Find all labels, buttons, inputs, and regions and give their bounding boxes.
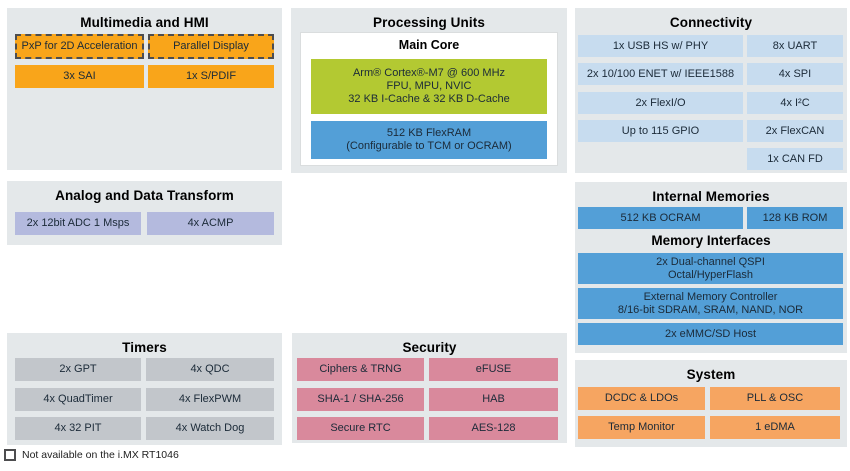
block-pll-osc: PLL & OSC [710,387,840,410]
flexram-line-1: 512 KB FlexRAM [387,127,471,140]
section-analog: Analog and Data Transform 2x 12bit ADC 1… [7,181,282,245]
section-title-system: System [575,360,847,382]
section-title-timers: Timers [7,333,282,355]
legend-text: Not available on the i.MX RT1046 [22,449,179,461]
block-cortex-m7: Arm® Cortex®-M7 @ 600 MHz FPU, MPU, NVIC… [311,59,547,114]
block-quadtimer: 4x QuadTimer [15,388,141,411]
core-line-2: FPU, MPU, NVIC [387,80,472,93]
section-title-processing: Processing Units [291,8,567,30]
section-title-multimedia: Multimedia and HMI [7,8,282,30]
block-aes: AES-128 [429,417,558,440]
block-watchdog: 4x Watch Dog [146,417,274,440]
block-ciphers-trng: Ciphers & TRNG [297,358,424,381]
block-flexpwm: 4x FlexPWM [146,388,274,411]
block-edma: 1 eDMA [710,416,840,439]
block-diagram: Multimedia and HMI PxP for 2D Accelerati… [0,0,850,471]
qspi-line-2: Octal/HyperFlash [668,269,753,282]
block-qdc: 4x QDC [146,358,274,381]
section-multimedia-hmi: Multimedia and HMI PxP for 2D Accelerati… [7,8,282,170]
dashed-box-legend-icon [4,449,16,461]
emc-line-1: External Memory Controller [644,291,778,304]
section-processing-units: Processing Units Main Core Arm® Cortex®-… [291,8,567,173]
section-title-analog: Analog and Data Transform [7,181,282,203]
block-temp-monitor: Temp Monitor [578,416,705,439]
block-gpt: 2x GPT [15,358,141,381]
block-parallel-display: Parallel Display [148,34,274,59]
section-title-memory-interfaces: Memory Interfaces [575,233,847,248]
block-qspi: 2x Dual-channel QSPI Octal/HyperFlash [578,253,843,284]
block-usb: 1x USB HS w/ PHY [578,35,743,57]
block-pit: 4x 32 PIT [15,417,141,440]
block-pxp-2d-acceleration: PxP for 2D Acceleration [15,34,144,59]
main-core-title: Main Core [301,33,557,52]
section-connectivity: Connectivity 1x USB HS w/ PHY 2x 10/100 … [575,8,847,173]
block-flexcan: 2x FlexCAN [747,120,843,142]
block-sai: 3x SAI [15,65,144,88]
block-emmc-sd: 2x eMMC/SD Host [578,323,843,345]
block-gpio: Up to 115 GPIO [578,120,743,142]
main-core-card: Main Core Arm® Cortex®-M7 @ 600 MHz FPU,… [300,32,558,166]
section-security: Security Ciphers & TRNG eFUSE SHA-1 / SH… [292,333,567,443]
legend: Not available on the i.MX RT1046 [4,449,179,461]
section-memories: Internal Memories 512 KB OCRAM 128 KB RO… [575,182,847,353]
emc-line-2: 8/16-bit SDRAM, SRAM, NAND, NOR [618,304,803,317]
core-line-1: Arm® Cortex®-M7 @ 600 MHz [353,67,505,80]
block-acmp: 4x ACMP [147,212,274,235]
block-flexram: 512 KB FlexRAM (Configurable to TCM or O… [311,121,547,159]
block-canfd: 1x CAN FD [747,148,843,170]
section-title-connectivity: Connectivity [575,8,847,30]
block-uart: 8x UART [747,35,843,57]
block-efuse: eFUSE [429,358,558,381]
section-timers: Timers 2x GPT 4x QDC 4x QuadTimer 4x Fle… [7,333,282,445]
block-external-memory-controller: External Memory Controller 8/16-bit SDRA… [578,288,843,319]
core-line-3: 32 KB I-Cache & 32 KB D-Cache [348,93,509,106]
block-spdif: 1x S/PDIF [148,65,274,88]
block-sha: SHA-1 / SHA-256 [297,388,424,411]
block-hab: HAB [429,388,558,411]
block-ocram: 512 KB OCRAM [578,207,743,229]
block-secure-rtc: Secure RTC [297,417,424,440]
qspi-line-1: 2x Dual-channel QSPI [656,256,765,269]
block-adc: 2x 12bit ADC 1 Msps [15,212,141,235]
section-title-security: Security [292,333,567,355]
flexram-line-2: (Configurable to TCM or OCRAM) [346,140,511,153]
block-spi: 4x SPI [747,63,843,85]
block-enet: 2x 10/100 ENET w/ IEEE1588 [578,63,743,85]
block-i2c: 4x I²C [747,92,843,114]
section-system: System DCDC & LDOs PLL & OSC Temp Monito… [575,360,847,447]
block-rom: 128 KB ROM [747,207,843,229]
block-flexio: 2x FlexI/O [578,92,743,114]
block-dcdc-ldo: DCDC & LDOs [578,387,705,410]
section-title-internal-memories: Internal Memories [575,182,847,204]
